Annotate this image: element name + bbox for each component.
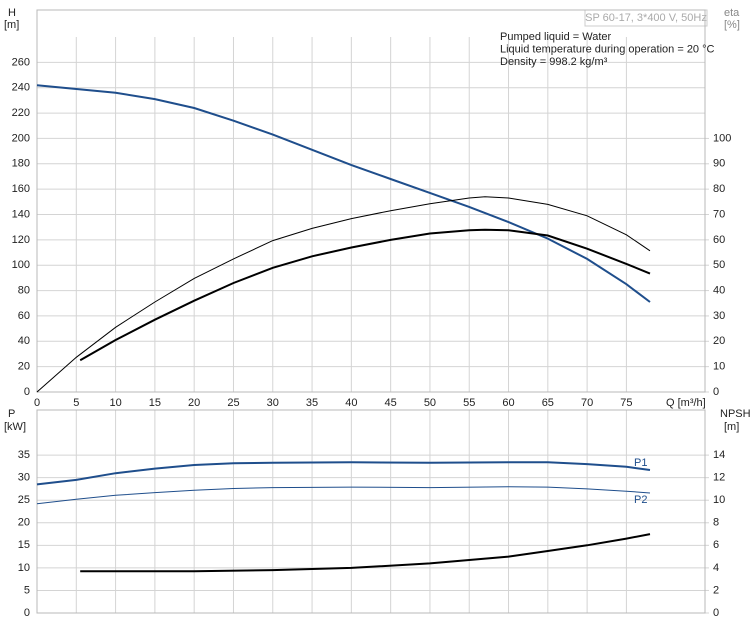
curve xyxy=(36,461,651,486)
plot-frame xyxy=(36,409,706,614)
y2-tick-label: 30 xyxy=(713,310,725,322)
x-tick-label: 30 xyxy=(267,397,279,409)
y-axis-unit: [kW] xyxy=(4,421,26,433)
y-tick-label: 220 xyxy=(12,107,30,119)
x-tick-label: 15 xyxy=(149,397,161,409)
y2-tick-label: 4 xyxy=(713,562,719,574)
y2-tick-label: 10 xyxy=(713,494,725,506)
x-tick-label: 45 xyxy=(385,397,397,409)
y2-tick-label: 6 xyxy=(713,539,719,551)
y2-tick-label: 40 xyxy=(713,284,725,296)
y-tick-label: 260 xyxy=(12,56,30,68)
y-tick-label: 15 xyxy=(18,539,30,551)
y2-tick-label: 14 xyxy=(713,449,725,461)
x-tick-label: 0 xyxy=(34,397,40,409)
y2-tick-label: 100 xyxy=(713,132,731,144)
y2-tick-label: 70 xyxy=(713,208,725,220)
curve xyxy=(80,533,651,573)
curve xyxy=(36,486,651,505)
y-tick-label: 140 xyxy=(12,208,30,220)
y-tick-label: 200 xyxy=(12,132,30,144)
header: SP 60-17, 3*400 V, 50Hz xyxy=(585,12,707,24)
y-tick-label: 0 xyxy=(24,386,30,398)
y-tick-label: 30 xyxy=(18,472,30,484)
x-tick-label: 10 xyxy=(109,397,121,409)
y-tick-label: 35 xyxy=(18,449,30,461)
y2-tick-label: 80 xyxy=(713,183,725,195)
y-tick-label: 20 xyxy=(18,517,30,529)
y2-axis-unit: [%] xyxy=(724,19,740,31)
series-label: P2 xyxy=(634,494,647,506)
y-tick-label: 20 xyxy=(18,361,30,373)
y2-tick-label: 50 xyxy=(713,259,725,271)
y-axis-unit: [m] xyxy=(4,19,19,31)
y2-axis-label: eta xyxy=(724,7,740,19)
y2-tick-label: 2 xyxy=(713,584,719,596)
y2-tick-label: 8 xyxy=(713,517,719,529)
x-tick-label: 25 xyxy=(227,397,239,409)
x-tick-label: 55 xyxy=(463,397,475,409)
y-tick-label: 120 xyxy=(12,234,30,246)
y-tick-label: 240 xyxy=(12,82,30,94)
y2-tick-label: 20 xyxy=(713,335,725,347)
y-tick-label: 180 xyxy=(12,158,30,170)
y-tick-label: 25 xyxy=(18,494,30,506)
x-tick-label: 20 xyxy=(188,397,200,409)
x-tick-label: 60 xyxy=(502,397,514,409)
y-axis-label: P xyxy=(8,408,15,420)
info-text: Pumped liquid = Water xyxy=(500,31,612,43)
curve xyxy=(36,196,651,393)
y-tick-label: 0 xyxy=(24,607,30,619)
y-tick-label: 40 xyxy=(18,335,30,347)
y-axis-label: H xyxy=(8,7,16,19)
x-tick-label: 70 xyxy=(581,397,593,409)
y-tick-label: 100 xyxy=(12,259,30,271)
x-tick-label: 5 xyxy=(73,397,79,409)
y2-tick-label: 60 xyxy=(713,234,725,246)
x-tick-label: 50 xyxy=(424,397,436,409)
y2-axis-label: NPSH xyxy=(720,408,751,420)
curve xyxy=(36,84,651,303)
y2-tick-label: 0 xyxy=(713,607,719,619)
curve xyxy=(79,228,651,362)
x-tick-label: 35 xyxy=(306,397,318,409)
x-axis-label: Q [m³/h] xyxy=(666,397,706,409)
y-tick-label: 5 xyxy=(24,584,30,596)
y2-tick-label: 12 xyxy=(713,472,725,484)
x-tick-label: 40 xyxy=(345,397,357,409)
y2-axis-unit: [m] xyxy=(724,421,739,433)
y2-tick-label: 90 xyxy=(713,158,725,170)
x-tick-label: 75 xyxy=(620,397,632,409)
info-text: Density = 998.2 kg/m³ xyxy=(500,56,608,68)
y-tick-label: 80 xyxy=(18,284,30,296)
y2-tick-label: 10 xyxy=(713,361,725,373)
x-tick-label: 65 xyxy=(542,397,554,409)
info-text: Liquid temperature during operation = 20… xyxy=(500,43,715,55)
plot-frame xyxy=(36,9,706,393)
series-label: P1 xyxy=(634,457,647,469)
y-tick-label: 10 xyxy=(18,562,30,574)
y-tick-label: 60 xyxy=(18,310,30,322)
y-tick-label: 160 xyxy=(12,183,30,195)
y2-tick-label: 0 xyxy=(713,386,719,398)
